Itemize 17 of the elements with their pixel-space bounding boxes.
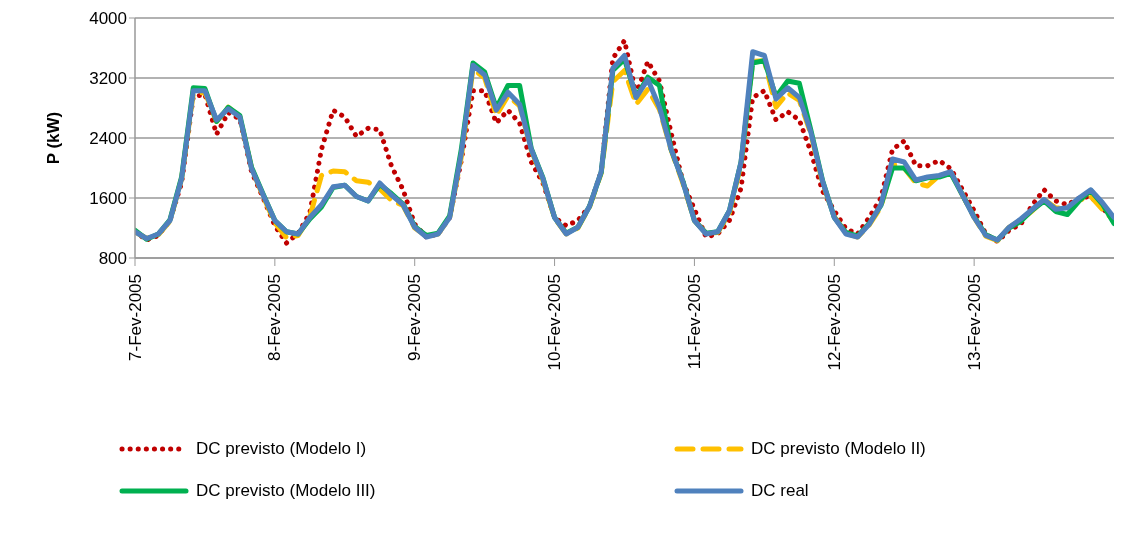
x-tick-label: 9-Fev-2005 <box>405 274 425 361</box>
legend-label: DC previsto (Modelo III) <box>196 481 376 501</box>
y-tick-label: 4000 <box>89 9 127 29</box>
x-tick-label: 13-Fev-2005 <box>964 274 984 371</box>
x-tick-label: 10-Fev-2005 <box>545 274 565 371</box>
y-tick-label: 800 <box>98 249 127 269</box>
legend-label: DC previsto (Modelo I) <box>196 439 367 459</box>
x-tick-label: 11-Fev-2005 <box>684 274 704 370</box>
y-tick-label: 1600 <box>89 189 127 209</box>
y-tick-label: 2400 <box>89 129 127 149</box>
legend-label: DC real <box>751 481 809 501</box>
x-tick-label: 7-Fev-2005 <box>125 274 145 361</box>
y-axis-title: P (kW) <box>44 111 64 165</box>
x-tick-label: 12-Fev-2005 <box>824 274 844 371</box>
legend-label: DC previsto (Modelo II) <box>751 439 926 459</box>
x-tick-label: 8-Fev-2005 <box>265 274 285 361</box>
y-tick-label: 3200 <box>89 69 127 89</box>
